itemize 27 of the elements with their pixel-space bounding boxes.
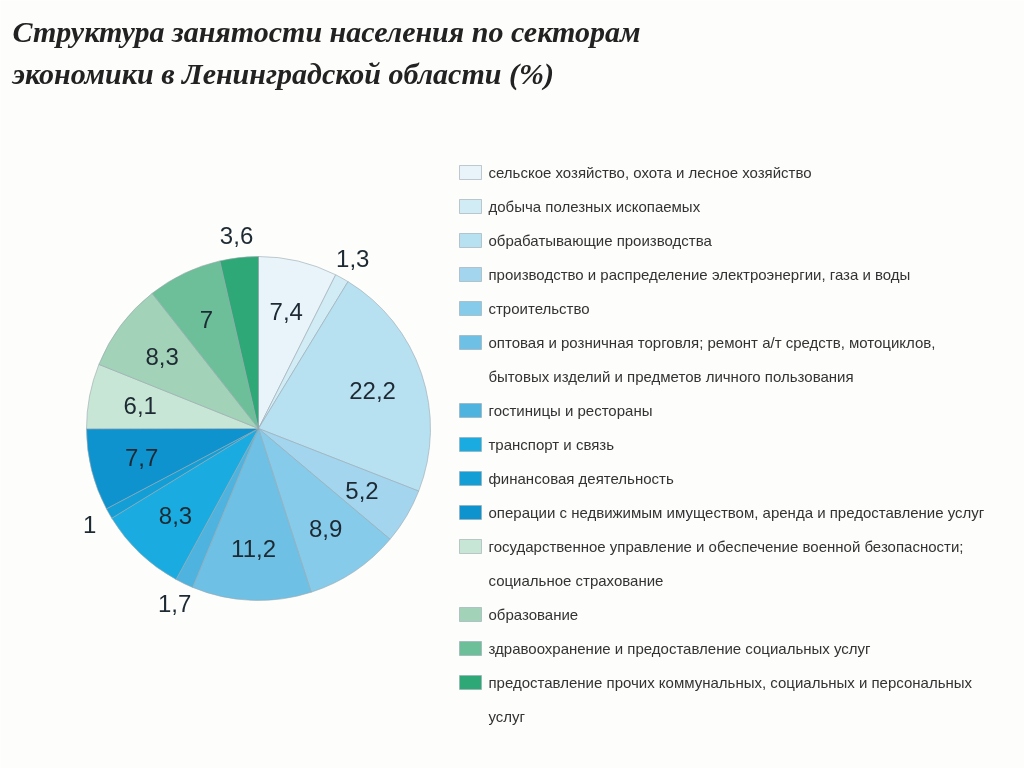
data-label: 1,7 [157,590,192,618]
legend-label: добыча полезных ископаемых [488,198,701,215]
data-label: 6,1 [123,392,157,420]
data-label: 7,7 [124,444,159,472]
data-label: 5,2 [345,476,379,504]
data-label: 8,9 [308,514,343,542]
legend-label: операции с недвижимым имуществом, аренда и предоставление услуг [488,504,985,521]
data-label: 8,3 [145,342,179,370]
legend-label: предоставление прочих коммунальных, социальных и персональных услуг [488,674,973,725]
data-label: 1 [82,511,97,539]
data-label: 1,3 [336,245,370,273]
legend-label: сельское хозяйство, охота и лесное хозяйство [488,164,812,181]
data-label: 11,2 [231,535,277,563]
legend-label: производство и распределение электроэнергии, газа и воды [488,266,911,283]
legend-label: гостиницы и рестораны [488,402,653,419]
legend-label: транспорт и связь [488,436,615,453]
data-label: 22,2 [349,376,396,404]
data-label: 3,6 [219,221,254,249]
chart-title: Структура занятости населения по секторам экономики в Ленинградской области (%) [11,14,641,91]
data-label: 7,4 [269,297,303,325]
data-label: 8,3 [158,502,193,530]
legend-label: здравоохранение и предоставление социальных услуг [488,640,872,657]
legend-label: образование [488,606,579,623]
data-label: 7 [199,306,214,334]
legend-label: строительство [488,300,590,317]
legend-label: финансовая деятельность [488,470,674,487]
legend-label: обрабатывающие производства [488,232,713,249]
